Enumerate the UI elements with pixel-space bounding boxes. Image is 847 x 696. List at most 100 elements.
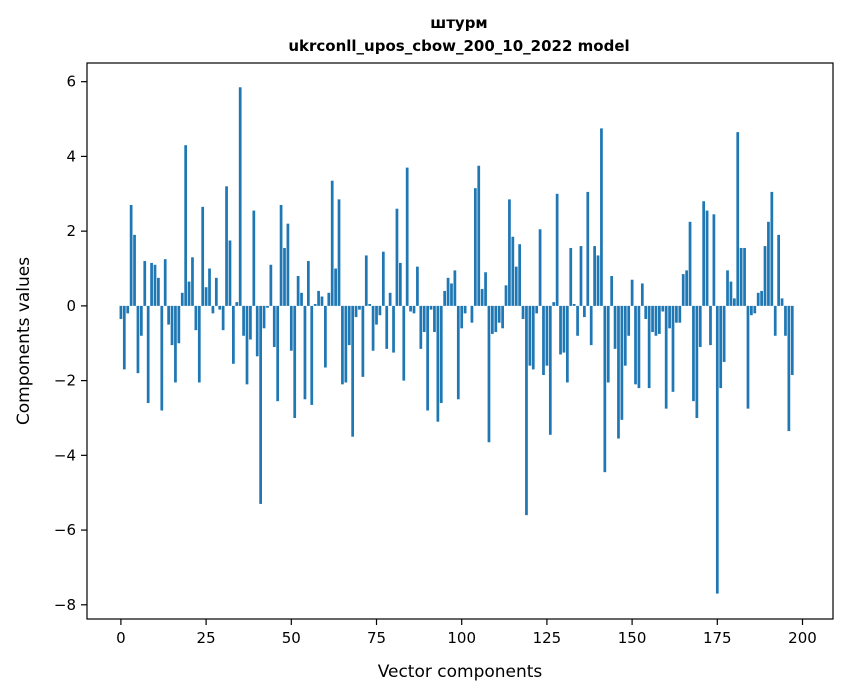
bar-150	[630, 279, 634, 306]
bar-130	[562, 305, 566, 353]
bar-122	[535, 305, 539, 314]
bar-100	[460, 305, 464, 329]
chart-title-line1: штурм	[430, 14, 487, 32]
bar-66	[344, 305, 348, 383]
bar-133	[572, 304, 576, 306]
bar-194	[780, 298, 784, 306]
bar-36	[242, 305, 245, 336]
bar-47	[279, 204, 283, 306]
bar-77	[381, 251, 385, 306]
bar-74	[371, 305, 375, 351]
bar-118	[521, 305, 525, 319]
bar-38	[249, 305, 252, 340]
bar-86	[412, 305, 416, 314]
bar-61	[327, 292, 331, 306]
bar-48	[283, 247, 286, 306]
bar-125	[545, 305, 549, 366]
bar-132	[569, 247, 573, 306]
bar-173	[709, 305, 712, 346]
bar-76	[378, 305, 382, 316]
bar-186	[753, 305, 757, 314]
bar-92	[433, 305, 436, 333]
bar-176	[719, 305, 723, 389]
y-tick-label: 0	[66, 297, 76, 315]
bar-119	[525, 305, 528, 516]
bar-41	[259, 305, 262, 504]
bar-0	[119, 305, 123, 319]
bar-73	[368, 304, 372, 306]
bar-45	[272, 305, 276, 347]
bar-32	[228, 240, 232, 306]
bar-82	[399, 262, 402, 306]
bar-182	[739, 247, 743, 306]
bar-55	[306, 261, 310, 306]
bar-137	[586, 191, 590, 306]
bar-87	[416, 266, 419, 306]
bar-84	[405, 167, 409, 306]
x-tick-label: 0	[116, 629, 126, 647]
bar-96	[446, 277, 450, 306]
bar-151	[634, 305, 637, 385]
bar-17	[177, 305, 181, 344]
bar-80	[392, 305, 395, 353]
bar-120	[528, 305, 532, 366]
bar-156	[651, 305, 654, 333]
x-tick-label: 75	[367, 629, 386, 647]
bar-13	[163, 259, 167, 306]
bar-160	[664, 305, 668, 409]
bar-185	[750, 305, 753, 316]
bar-99	[456, 305, 460, 400]
bar-145	[613, 305, 617, 349]
bar-93	[436, 305, 440, 422]
bar-109	[491, 305, 494, 334]
bar-18	[180, 292, 184, 306]
bar-195	[784, 305, 787, 336]
bar-111	[497, 305, 501, 323]
bar-35	[238, 87, 242, 306]
bar-146	[617, 305, 620, 439]
bar-10	[153, 264, 157, 306]
bar-166	[685, 270, 688, 306]
bar-134	[576, 305, 579, 336]
plot-frame	[86, 62, 834, 620]
bar-34	[235, 302, 239, 306]
x-tick-label: 50	[282, 629, 301, 647]
bar-136	[583, 305, 586, 318]
bar-149	[627, 305, 631, 336]
bar-157	[654, 305, 658, 336]
bar-139	[593, 246, 596, 306]
bar-196	[787, 305, 791, 432]
bar-50	[289, 305, 293, 351]
bar-170	[698, 305, 702, 347]
bar-65	[341, 305, 344, 385]
bar-147	[620, 305, 624, 420]
bar-28	[214, 277, 218, 306]
bar-105	[477, 165, 481, 306]
bar-27	[211, 305, 215, 314]
bar-23	[197, 305, 201, 383]
bar-24	[201, 206, 205, 306]
bar-8	[146, 305, 150, 404]
bar-184	[746, 305, 750, 409]
bar-51	[293, 305, 297, 418]
bar-167	[688, 221, 692, 306]
bar-124	[542, 305, 545, 376]
bar-126	[548, 305, 552, 435]
bar-6	[139, 305, 143, 336]
bar-62	[330, 180, 334, 306]
bar-49	[286, 223, 290, 306]
bar-64	[337, 199, 341, 306]
bar-9	[150, 262, 153, 306]
bar-72	[364, 255, 368, 306]
bar-144	[610, 275, 614, 306]
bar-94	[439, 305, 443, 404]
bar-164	[678, 305, 682, 323]
y-tick-label: 2	[66, 222, 76, 240]
bar-104	[473, 188, 477, 306]
bar-177	[722, 305, 726, 362]
bar-131	[565, 305, 569, 383]
bar-98	[453, 270, 457, 306]
y-tick-label: −2	[54, 372, 76, 390]
bar-115	[511, 236, 515, 306]
bar-165	[681, 274, 685, 306]
